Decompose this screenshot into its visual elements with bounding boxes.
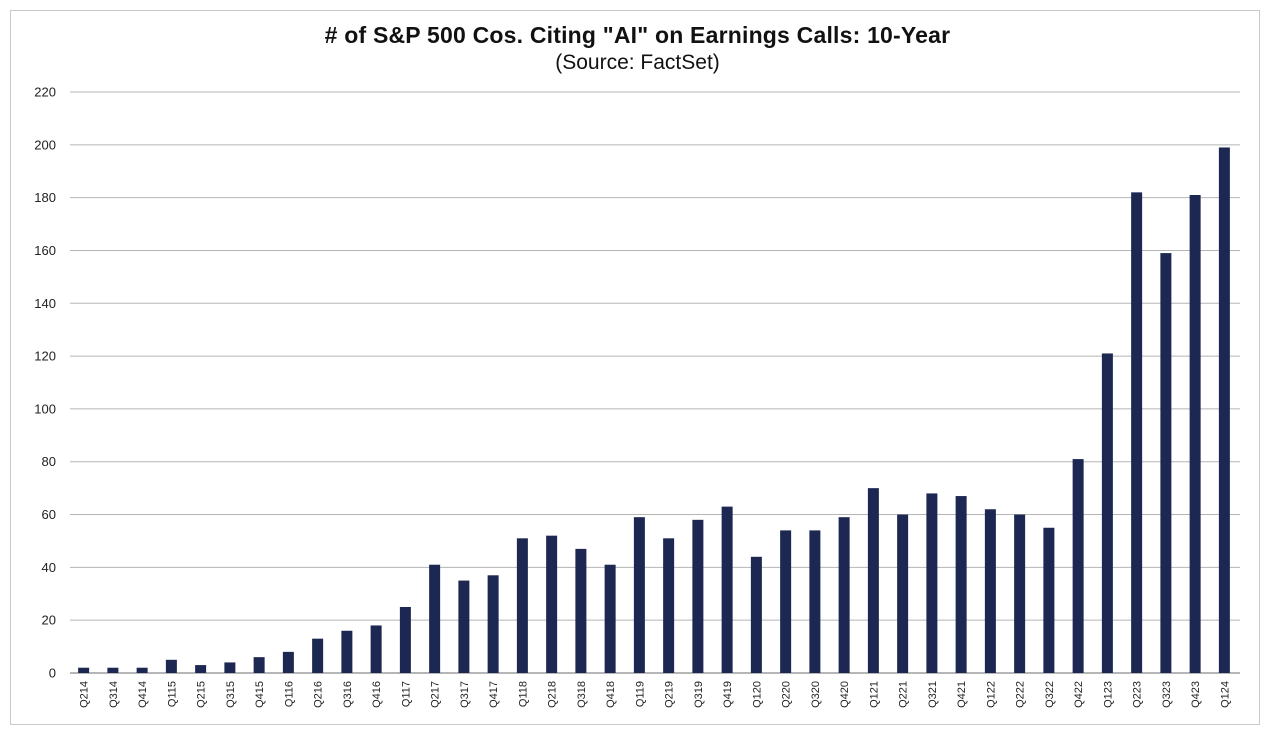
bar-q220 bbox=[780, 530, 792, 673]
bar-q418 bbox=[604, 564, 616, 673]
y-axis-ticks: 0 20 40 60 80 100 120 140 160 180 200 220 bbox=[34, 85, 56, 681]
x-tick-label: Q317 bbox=[459, 681, 471, 708]
x-tick-label: Q420 bbox=[839, 681, 851, 708]
bar-q219 bbox=[663, 538, 675, 673]
bar-q119 bbox=[633, 517, 645, 673]
bar-q214 bbox=[78, 667, 90, 673]
chart-subtitle: (Source: FactSet) bbox=[555, 51, 720, 74]
y-tick-label: 160 bbox=[34, 243, 56, 258]
y-tick-label: 220 bbox=[34, 85, 56, 100]
x-tick-label: Q222 bbox=[1015, 681, 1027, 708]
bar-q217 bbox=[429, 564, 441, 673]
bar-q414 bbox=[136, 667, 148, 673]
y-tick-label: 20 bbox=[42, 613, 56, 628]
bar-q319 bbox=[692, 519, 704, 673]
bar-q417 bbox=[487, 575, 499, 673]
bar-q223 bbox=[1131, 192, 1143, 673]
bar-q122 bbox=[984, 509, 996, 673]
x-tick-label: Q118 bbox=[517, 681, 529, 707]
bar-q115 bbox=[165, 659, 177, 673]
x-axis-ticks: Q214 Q314 Q414 Q115 Q215 Q315 Q415 Q116 Q216 Q316… bbox=[79, 681, 1232, 708]
bar-q124 bbox=[1218, 147, 1230, 673]
y-tick-label: 100 bbox=[34, 401, 56, 416]
bar-q323 bbox=[1160, 253, 1172, 673]
x-tick-label: Q124 bbox=[1219, 681, 1231, 708]
x-tick-label: Q423 bbox=[1190, 681, 1202, 708]
bar-q420 bbox=[838, 517, 850, 673]
x-tick-label: Q116 bbox=[283, 681, 295, 707]
bar-q321 bbox=[926, 493, 938, 673]
bar-q314 bbox=[107, 667, 119, 673]
bar-q317 bbox=[458, 580, 470, 673]
x-tick-label: Q321 bbox=[927, 681, 939, 708]
bar-q416 bbox=[370, 625, 382, 673]
bar-q320 bbox=[809, 530, 821, 673]
x-tick-label: Q414 bbox=[137, 681, 149, 708]
x-tick-label: Q318 bbox=[576, 681, 588, 708]
x-tick-label: Q117 bbox=[400, 681, 412, 707]
x-tick-label: Q319 bbox=[693, 681, 705, 708]
x-tick-label: Q417 bbox=[488, 681, 500, 708]
bar-q316 bbox=[341, 630, 353, 673]
x-tick-label: Q120 bbox=[751, 681, 763, 708]
bars bbox=[78, 147, 1230, 673]
x-tick-label: Q123 bbox=[1102, 681, 1114, 708]
bar-q221 bbox=[897, 514, 909, 673]
bar-q216 bbox=[312, 638, 324, 673]
x-tick-label: Q221 bbox=[898, 681, 910, 708]
bar-q419 bbox=[721, 506, 733, 673]
chart-title: # of S&P 500 Cos. Citing "AI" on Earning… bbox=[324, 22, 951, 48]
y-tick-label: 80 bbox=[42, 454, 56, 469]
bar-q116 bbox=[282, 651, 294, 673]
bar-q421 bbox=[955, 496, 967, 673]
bar-q123 bbox=[1101, 353, 1113, 673]
x-tick-label: Q322 bbox=[1044, 681, 1056, 708]
bar-q215 bbox=[195, 665, 207, 673]
bar-q423 bbox=[1189, 195, 1201, 673]
x-tick-label: Q316 bbox=[342, 681, 354, 708]
x-tick-label: Q215 bbox=[196, 681, 208, 708]
x-tick-label: Q323 bbox=[1161, 681, 1173, 708]
x-tick-label: Q218 bbox=[547, 681, 559, 708]
bar-q315 bbox=[224, 662, 236, 673]
bar-q118 bbox=[516, 538, 528, 673]
x-tick-label: Q220 bbox=[781, 681, 793, 708]
y-tick-label: 140 bbox=[34, 296, 56, 311]
gridlines bbox=[70, 91, 1240, 674]
bar-q218 bbox=[546, 535, 558, 673]
bar-q318 bbox=[575, 548, 587, 673]
bar-q322 bbox=[1043, 527, 1055, 673]
x-tick-label: Q219 bbox=[664, 681, 676, 708]
x-tick-label: Q217 bbox=[430, 681, 442, 708]
y-tick-label: 60 bbox=[42, 507, 56, 522]
y-tick-label: 0 bbox=[49, 666, 56, 681]
bar-q415 bbox=[253, 657, 265, 673]
bar-q222 bbox=[1014, 514, 1026, 673]
x-tick-label: Q416 bbox=[371, 681, 383, 708]
x-tick-label: Q415 bbox=[254, 681, 266, 708]
x-tick-label: Q115 bbox=[166, 681, 178, 707]
x-tick-label: Q421 bbox=[956, 681, 968, 708]
y-tick-label: 120 bbox=[34, 349, 56, 364]
bar-q422 bbox=[1072, 459, 1084, 673]
x-tick-label: Q315 bbox=[225, 681, 237, 708]
y-tick-label: 40 bbox=[42, 560, 56, 575]
bar-q120 bbox=[750, 556, 762, 673]
bar-q121 bbox=[867, 488, 879, 673]
x-tick-label: Q121 bbox=[868, 681, 880, 708]
x-tick-label: Q214 bbox=[79, 681, 91, 708]
x-tick-label: Q320 bbox=[810, 681, 822, 708]
x-tick-label: Q422 bbox=[1073, 681, 1085, 708]
x-tick-label: Q223 bbox=[1132, 681, 1144, 708]
x-tick-label: Q314 bbox=[108, 681, 120, 708]
x-tick-label: Q419 bbox=[722, 681, 734, 708]
y-tick-label: 180 bbox=[34, 190, 56, 205]
x-tick-label: Q418 bbox=[605, 681, 617, 708]
x-tick-label: Q122 bbox=[985, 681, 997, 708]
bar-q117 bbox=[399, 606, 411, 673]
x-tick-label: Q119 bbox=[634, 681, 646, 707]
y-tick-label: 200 bbox=[34, 137, 56, 152]
x-tick-label: Q216 bbox=[313, 681, 325, 708]
